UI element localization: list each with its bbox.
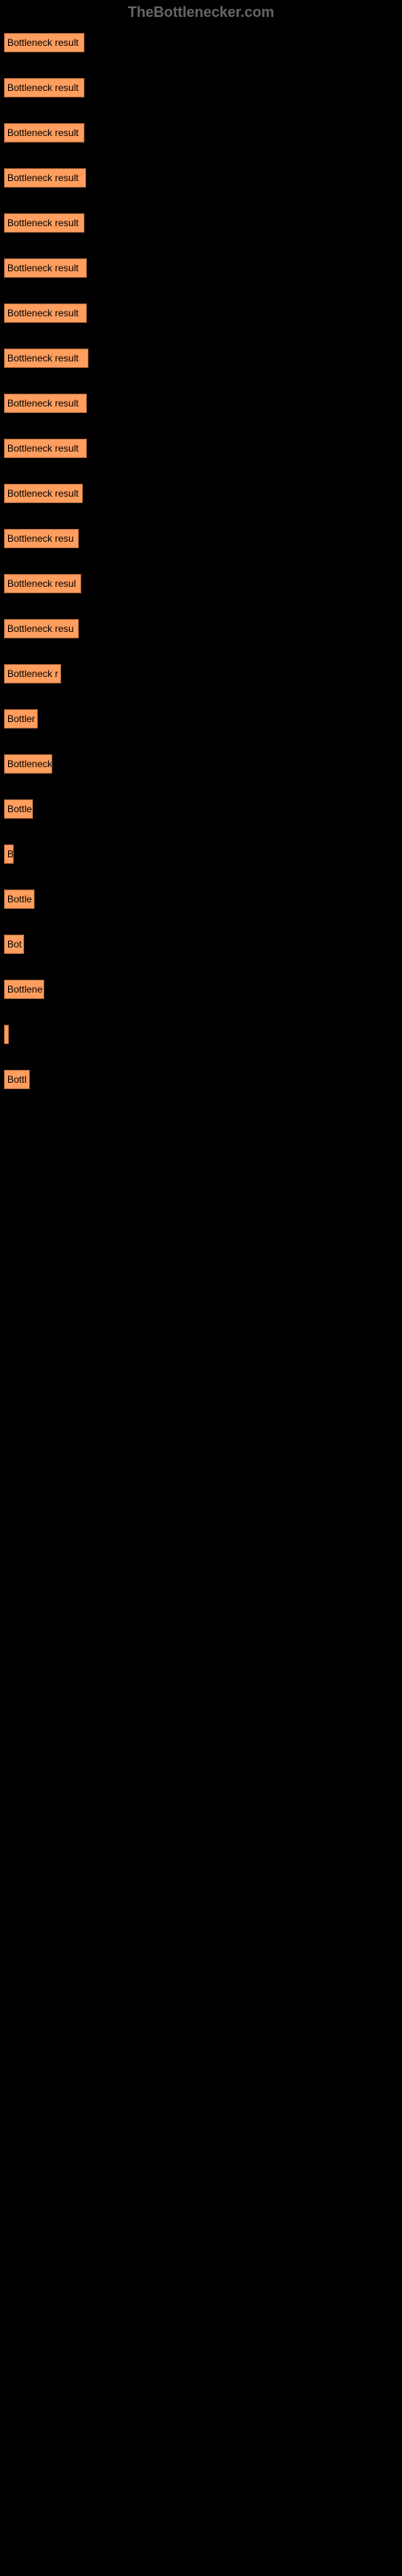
bar: Bottleneck [4,754,52,774]
bar: Bottle [4,799,33,819]
bar-row: Bottleneck resul [4,574,398,593]
bar: Bottleneck result [4,484,83,503]
bar-row: Bottleneck result [4,439,398,458]
bar-row: Bottleneck result [4,394,398,413]
bar: Bottleneck result [4,123,84,142]
bar-row: Bottleneck result [4,349,398,368]
bar-row: Bottleneck result [4,168,398,188]
bar: Bottleneck resu [4,619,79,638]
bar [4,1025,9,1044]
bar-row: Bottleneck r [4,664,398,683]
bar: Bottleneck result [4,394,87,413]
bar-row: Bottl [4,1070,398,1089]
bar: Bottl [4,1070,30,1089]
bar: Bottlene [4,980,44,999]
bar-row: Bottleneck result [4,33,398,52]
bar-row: Bottlene [4,980,398,999]
bar-row: Bottle [4,799,398,819]
bar-row: Bottleneck result [4,78,398,97]
bar-row: Bottle [4,890,398,909]
bar-row: Bottleneck result [4,484,398,503]
bar-row [4,1025,398,1044]
bar: Bottleneck resu [4,529,79,548]
bar: B [4,844,14,864]
bar: Bottleneck r [4,664,61,683]
bar-row: Bottleneck [4,754,398,774]
bar: Bottleneck result [4,258,87,278]
bar-row: Bottleneck resu [4,619,398,638]
bar: Bottleneck resul [4,574,81,593]
bar-row: Bottleneck result [4,123,398,142]
bar: Bottleneck result [4,33,84,52]
bar: Bottleneck result [4,168,86,188]
bar-row: Bottleneck resu [4,529,398,548]
bar-row: Bottleneck result [4,213,398,233]
bar: Bottleneck result [4,349,88,368]
bar-row: Bottleneck result [4,303,398,323]
site-logo: TheBottlenecker.com [4,4,398,21]
bar: Bottleneck result [4,213,84,233]
bar-row: Bottler [4,709,398,729]
bar-row: Bottleneck result [4,258,398,278]
bar-row: Bot [4,935,398,954]
bar: Bot [4,935,24,954]
bar-chart: Bottleneck result Bottleneck result Bottle… [4,33,398,1089]
bar: Bottle [4,890,35,909]
bar: Bottleneck result [4,78,84,97]
bar: Bottler [4,709,38,729]
bar: Bottleneck result [4,439,87,458]
bar-row: B [4,844,398,864]
bar: Bottleneck result [4,303,87,323]
